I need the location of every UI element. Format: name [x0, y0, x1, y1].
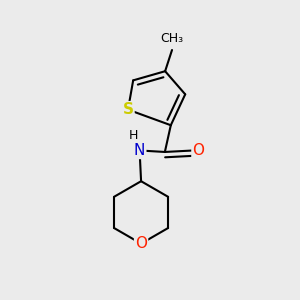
Text: S: S [122, 102, 134, 117]
Text: N: N [134, 143, 145, 158]
Text: O: O [135, 236, 147, 251]
Text: H: H [129, 129, 138, 142]
Text: CH₃: CH₃ [160, 32, 184, 45]
Text: O: O [192, 143, 204, 158]
